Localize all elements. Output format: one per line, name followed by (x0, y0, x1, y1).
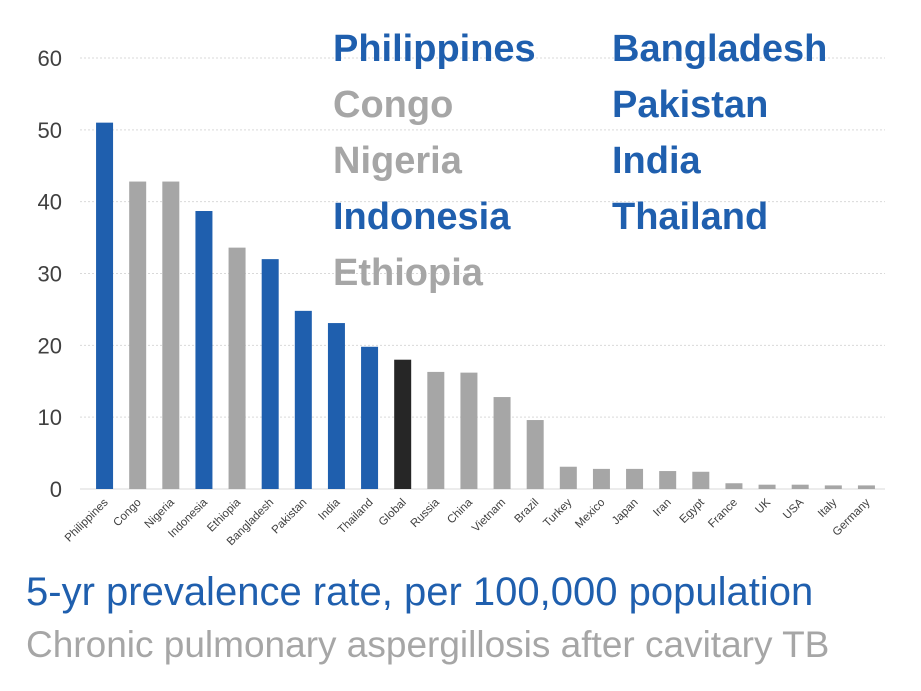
x-tick-label: Congo (111, 497, 143, 529)
bar-bangladesh (261, 259, 279, 489)
y-tick-label: 10 (38, 405, 62, 430)
bar-germany (857, 485, 875, 489)
bars (96, 122, 875, 490)
annotation-thailand: Thailand (612, 196, 768, 238)
x-tick-label: Global (377, 497, 409, 529)
annotation-nigeria: Nigeria (333, 140, 463, 182)
bar-brazil (526, 420, 544, 489)
x-tick-label: Brazil (512, 497, 541, 526)
x-tick-label: Egypt (678, 496, 708, 526)
y-axis-ticks: 0 10 20 30 40 50 60 (38, 46, 62, 502)
bar-japan (626, 468, 644, 489)
annotation-philippines: Philippines (333, 28, 536, 70)
x-tick-label: Philippines (63, 496, 111, 544)
bar-congo (129, 181, 147, 489)
bar-russia (427, 371, 445, 489)
bar-philippines (96, 122, 114, 490)
annotation-ethiopia: Ethiopia (333, 252, 484, 294)
x-tick-label: Turkey (541, 496, 574, 529)
bar-turkey (559, 466, 577, 489)
x-tick-label: Mexico (573, 497, 607, 531)
annotation-congo: Congo (333, 84, 453, 126)
gridlines (80, 57, 885, 490)
y-tick-label: 0 (50, 477, 62, 502)
bar-egypt (692, 471, 710, 489)
x-tick-label: Russia (409, 496, 443, 530)
x-tick-label: France (706, 497, 740, 531)
bar-thailand (361, 346, 379, 489)
y-tick-label: 30 (38, 262, 62, 287)
y-tick-label: 20 (38, 333, 62, 358)
x-tick-label: Thailand (336, 497, 376, 537)
annotation-indonesia: Indonesia (333, 196, 511, 238)
y-tick-label: 60 (38, 46, 62, 71)
bar-nigeria (162, 181, 180, 489)
x-tick-label: Japan (610, 497, 641, 528)
bar-china (460, 372, 478, 489)
y-tick-label: 40 (38, 190, 62, 215)
bar-usa (791, 484, 809, 489)
bar-vietnam (493, 397, 511, 489)
x-tick-label: Italy (816, 496, 840, 520)
bar-indonesia (195, 211, 213, 489)
bar-global (394, 359, 412, 489)
chart-caption-sub: Chronic pulmonary aspergillosis after ca… (26, 624, 830, 665)
x-tick-label: India (316, 496, 343, 523)
bar-india (327, 323, 345, 489)
x-tick-label: Iran (651, 497, 674, 520)
annotation-pakistan: Pakistan (612, 84, 768, 126)
bar-mexico (592, 468, 610, 489)
bar-france (725, 483, 743, 489)
y-tick-label: 50 (38, 118, 62, 143)
country-annotation-list: Philippines Congo Nigeria Indonesia Ethiopia… (333, 28, 827, 294)
bar-pakistan (294, 310, 312, 489)
x-tick-label: Vietnam (470, 497, 508, 535)
bar-ethiopia (228, 247, 246, 489)
chart-caption-main: 5-yr prevalence rate, per 100,000 popula… (26, 570, 814, 614)
bar-iran (659, 471, 677, 489)
bar-italy (824, 485, 842, 489)
x-tick-label: USA (781, 496, 806, 521)
annotation-india: India (612, 140, 702, 182)
x-tick-label: China (445, 496, 475, 526)
bar-uk (758, 484, 776, 489)
annotation-bangladesh: Bangladesh (612, 28, 827, 70)
x-tick-label: UK (753, 496, 773, 516)
x-tick-label: Pakistan (270, 497, 310, 537)
x-axis-ticks: Philippines CongoNigeriaIndonesiaEthiopia… (63, 496, 873, 548)
